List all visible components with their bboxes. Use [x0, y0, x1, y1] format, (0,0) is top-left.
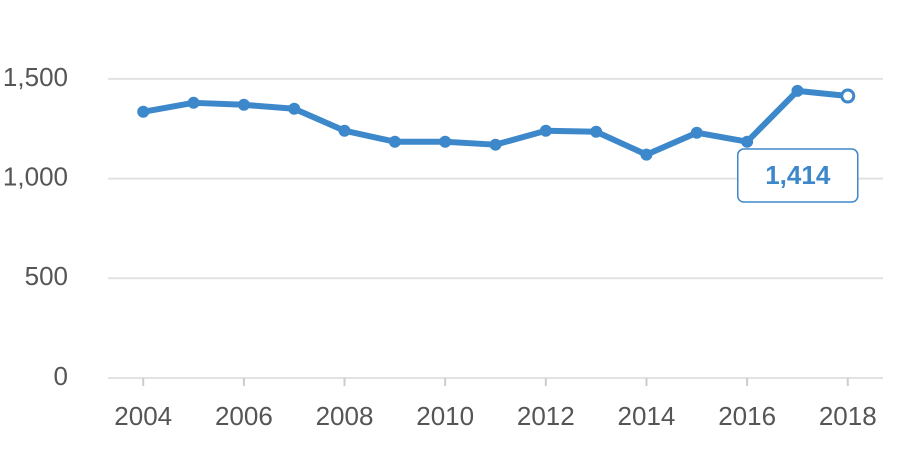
point [741, 135, 754, 148]
data-label-box [737, 148, 859, 203]
x-tick-label: 2008 [316, 401, 374, 431]
data-label-text: 1,414 [765, 160, 831, 190]
y-tick-label: 500 [25, 261, 68, 291]
x-tick-label: 2010 [416, 401, 474, 431]
point [489, 138, 502, 151]
point [439, 135, 452, 148]
x-tick-label: 2016 [718, 401, 776, 431]
point [338, 124, 351, 137]
x-tick-label: 2018 [819, 401, 877, 431]
point [288, 102, 301, 115]
point [590, 125, 603, 138]
x-tick-label: 2014 [618, 401, 676, 431]
data-label: 1,414 [737, 148, 859, 203]
y-tick-label: 1,500 [3, 62, 68, 92]
point [840, 88, 856, 104]
x-tick-label: 2012 [517, 401, 575, 431]
point [539, 124, 552, 137]
point [187, 96, 200, 109]
point [388, 135, 401, 148]
point [791, 84, 804, 97]
point [237, 98, 250, 111]
point [690, 126, 703, 139]
y-tick-label: 0 [54, 361, 68, 391]
point [640, 148, 653, 161]
x-tick-label: 2004 [114, 401, 172, 431]
y-tick-label: 1,000 [3, 161, 68, 191]
point [137, 105, 150, 118]
x-tick-label: 2006 [215, 401, 273, 431]
